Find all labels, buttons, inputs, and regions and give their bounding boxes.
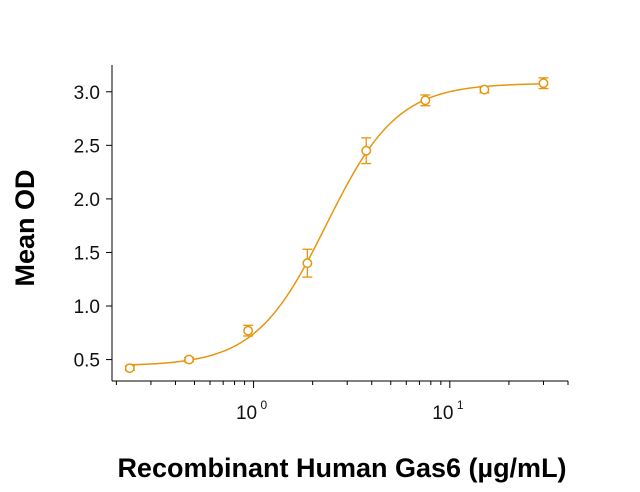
y-tick-label: 2.0 — [74, 190, 100, 211]
data-point — [479, 84, 490, 95]
axes — [111, 65, 568, 382]
y-tick-label: 1.5 — [74, 243, 100, 264]
data-point — [538, 78, 549, 89]
y-tick-label: 0.5 — [74, 351, 100, 372]
x-tick-exponent: 0 — [261, 398, 268, 412]
x-tick-label: 10 — [432, 403, 453, 424]
x-axis-title: Recombinant Human Gas6 (µg/mL) — [117, 453, 566, 483]
data-points — [124, 78, 549, 374]
y-tick-label: 1.0 — [74, 297, 100, 318]
data-point — [420, 95, 431, 106]
data-point — [361, 145, 372, 156]
error-bars — [124, 77, 549, 371]
data-point — [243, 325, 254, 336]
fit-curve — [129, 83, 544, 366]
data-point — [302, 258, 313, 269]
y-tick-label: 2.5 — [74, 136, 100, 157]
data-point — [184, 354, 194, 365]
y-tick-label: 3.0 — [74, 83, 100, 104]
x-tick-label: 10 — [236, 403, 257, 424]
y-axis-title: Mean OD — [10, 169, 40, 286]
x-tick-exponent: 1 — [457, 398, 464, 412]
axis-ticks: 0.5 1.0 1.5 2.0 2.5 3.0 10 0 10 1 — [74, 83, 569, 424]
data-point — [124, 363, 135, 374]
